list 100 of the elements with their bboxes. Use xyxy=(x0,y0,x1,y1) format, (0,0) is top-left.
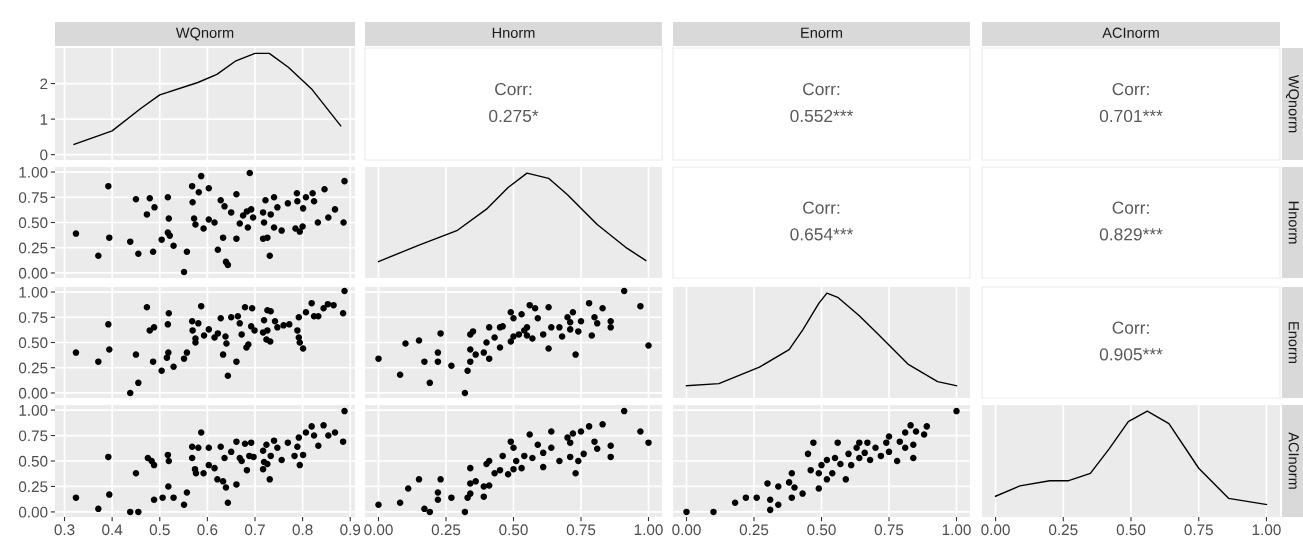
y-tick-label: 1.00 xyxy=(19,404,48,416)
text: Hnorm xyxy=(492,27,535,38)
point xyxy=(510,444,517,452)
point xyxy=(593,445,601,453)
point xyxy=(764,480,771,487)
point xyxy=(480,493,488,500)
y-tick-label: 1.00 xyxy=(19,286,48,298)
point xyxy=(426,508,434,516)
x-tick-label: 1.00 xyxy=(942,524,971,536)
point xyxy=(856,439,863,446)
text: Corr: xyxy=(1112,82,1149,96)
text: Enorm xyxy=(1288,322,1299,364)
point xyxy=(607,442,614,449)
point xyxy=(434,489,442,496)
point xyxy=(496,466,504,474)
point xyxy=(577,428,585,435)
point xyxy=(731,499,739,506)
point xyxy=(834,439,841,446)
point xyxy=(807,466,814,474)
point xyxy=(823,476,831,483)
point xyxy=(831,454,839,462)
point xyxy=(526,431,533,438)
y-tick-label: 0.00 xyxy=(18,506,48,518)
point xyxy=(818,461,825,469)
text: 0.275* xyxy=(489,109,539,123)
point xyxy=(510,465,517,473)
x-tick-label: 0.50 xyxy=(1116,524,1146,536)
x-tick-label: 0.3 xyxy=(54,524,75,536)
x-tick-label: 0.7 xyxy=(244,524,265,536)
point xyxy=(539,449,547,457)
point xyxy=(804,450,812,458)
point xyxy=(566,439,574,446)
point xyxy=(799,490,806,497)
point xyxy=(534,441,542,448)
point xyxy=(864,439,871,446)
point xyxy=(901,444,909,452)
x-tick-label: 0.75 xyxy=(874,524,904,536)
x-tick-label: 0.50 xyxy=(499,524,528,536)
point xyxy=(791,484,798,491)
text: Corr: xyxy=(803,82,840,96)
x-tick-label: 1.00 xyxy=(634,524,663,536)
y-tick-label: 0 xyxy=(40,149,48,161)
point xyxy=(421,505,428,513)
y-tick-label: 0.75 xyxy=(18,312,48,323)
point xyxy=(907,422,914,429)
point xyxy=(842,476,850,483)
y-tick-label: 0.00 xyxy=(18,267,48,279)
point xyxy=(461,508,469,516)
point xyxy=(564,434,571,441)
point xyxy=(637,428,644,435)
y-tick-label: 0.50 xyxy=(18,217,48,229)
point xyxy=(910,441,917,448)
y-tick-label: 1 xyxy=(40,114,48,125)
point xyxy=(539,463,547,471)
y-tick-label: 0.25 xyxy=(18,481,48,493)
y-tick-label: 0.75 xyxy=(18,192,48,203)
point xyxy=(847,461,855,469)
x-tick-label: 0.75 xyxy=(1184,524,1213,536)
point xyxy=(866,456,874,464)
y-tick-label: 0.50 xyxy=(18,337,48,349)
x-tick-label: 0.00 xyxy=(981,524,1010,536)
point xyxy=(467,490,474,497)
x-tick-label: 0.25 xyxy=(431,524,461,536)
point xyxy=(901,429,909,436)
point xyxy=(434,496,442,503)
point xyxy=(585,423,593,430)
text: 0.829*** xyxy=(1099,228,1163,241)
point xyxy=(785,479,793,486)
point xyxy=(480,483,488,490)
text: WQnorm xyxy=(1285,74,1299,133)
point xyxy=(485,482,493,489)
x-tick-label: 0.00 xyxy=(672,524,701,536)
point xyxy=(580,450,587,458)
point xyxy=(569,430,577,437)
point xyxy=(953,407,960,415)
point xyxy=(853,444,860,452)
x-tick-label: 0.25 xyxy=(739,524,769,536)
point xyxy=(591,438,598,445)
point xyxy=(512,457,520,465)
point xyxy=(396,499,404,506)
point xyxy=(910,454,917,462)
point xyxy=(566,453,574,461)
point xyxy=(829,469,836,477)
point xyxy=(788,469,796,477)
point xyxy=(548,428,555,435)
point xyxy=(885,433,893,440)
point xyxy=(415,476,423,483)
point xyxy=(710,508,717,516)
x-tick-label: 0.8 xyxy=(292,524,313,536)
point xyxy=(775,483,782,490)
point xyxy=(437,476,444,483)
point xyxy=(810,439,817,446)
x-tick-label: 1.00 xyxy=(1252,524,1281,536)
point xyxy=(788,494,796,501)
point xyxy=(467,480,474,487)
y-tick-label: 2 xyxy=(40,78,48,90)
y-tick-label: 0.25 xyxy=(18,362,48,374)
y-tick-label: 0.25 xyxy=(18,242,48,254)
point xyxy=(872,444,879,452)
point xyxy=(856,454,863,462)
